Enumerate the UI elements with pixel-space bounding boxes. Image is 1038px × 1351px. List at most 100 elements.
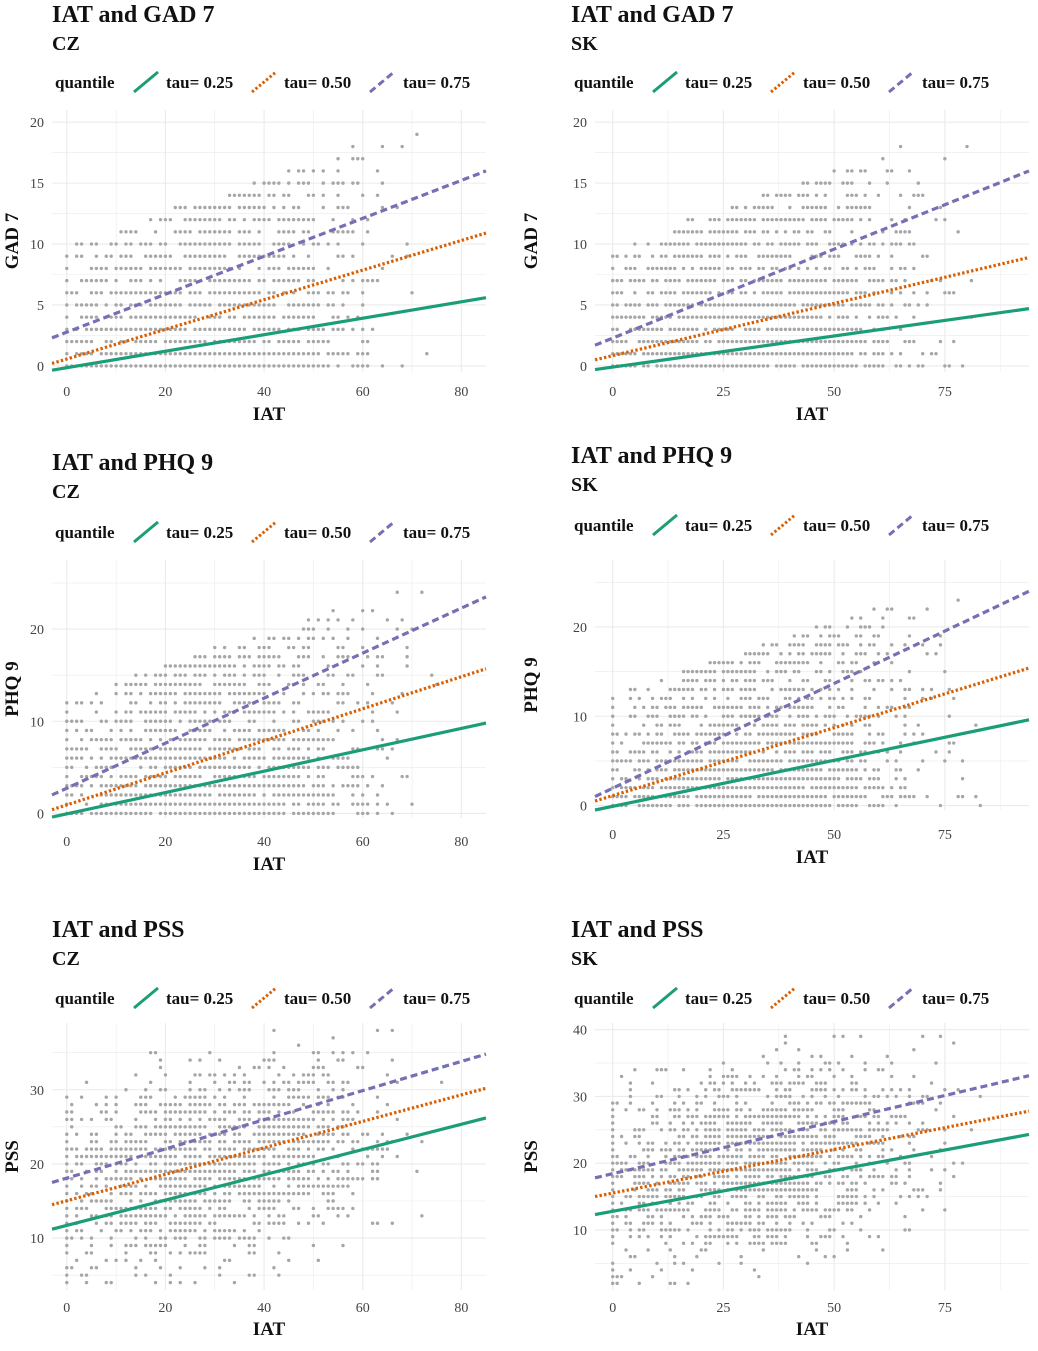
- scatter-point: [712, 1088, 717, 1092]
- scatter-point: [726, 1121, 730, 1125]
- scatter-point: [854, 1101, 858, 1105]
- scatter-point: [79, 1273, 84, 1277]
- scatter-point: [810, 803, 814, 808]
- scatter-point: [836, 732, 841, 736]
- scatter-point: [810, 777, 814, 781]
- scatter-point: [311, 1206, 316, 1211]
- scatter-point: [823, 643, 827, 647]
- scatter-point: [814, 794, 819, 799]
- scatter-point: [361, 1162, 365, 1166]
- scatter-point: [119, 1177, 123, 1181]
- scatter-point: [134, 278, 138, 283]
- scatter-point: [726, 785, 730, 790]
- scatter-point: [153, 1050, 158, 1055]
- scatter-point: [735, 678, 739, 683]
- scatter-point: [646, 1168, 650, 1172]
- scatter-point: [766, 696, 770, 701]
- scatter-point: [144, 291, 148, 295]
- scatter-point: [89, 303, 94, 307]
- scatter-point: [139, 1258, 143, 1263]
- scatter-point: [664, 768, 668, 772]
- scatter-point: [222, 205, 227, 210]
- scatter-point: [198, 1058, 202, 1062]
- scatter-point: [770, 217, 774, 222]
- scatter-point: [850, 278, 854, 283]
- scatter-point: [262, 664, 266, 668]
- panel-6: IAT and PSS SK quantile tau= 0.25 tau= 0.50 t…: [519, 905, 1038, 1351]
- scatter-point: [757, 1221, 761, 1225]
- scatter-point: [792, 741, 796, 745]
- scatter-point: [730, 660, 734, 665]
- scatter-point: [717, 266, 721, 271]
- scatter-point: [252, 242, 256, 246]
- scatter-point: [153, 756, 158, 760]
- scatter-point: [752, 1228, 757, 1232]
- scatter-point: [104, 793, 108, 797]
- scatter-point: [163, 811, 168, 816]
- scatter-point: [173, 710, 177, 714]
- scatter-point: [792, 327, 796, 332]
- legend-label: tau= 0.25: [685, 73, 752, 92]
- scatter-point: [850, 169, 854, 173]
- scatter-point: [203, 1177, 207, 1181]
- scatter-point: [232, 756, 237, 760]
- scatter-point: [907, 230, 912, 234]
- scatter-point: [801, 1181, 805, 1185]
- scatter-point: [876, 364, 881, 368]
- scatter-point: [257, 765, 261, 770]
- scatter-point: [797, 687, 801, 692]
- scatter-point: [163, 710, 168, 714]
- scatter-point: [943, 1088, 947, 1092]
- scatter-point: [247, 1139, 251, 1144]
- scatter-point: [173, 793, 177, 797]
- scatter-point: [690, 777, 695, 781]
- scatter-point: [801, 732, 805, 736]
- scatter-point: [183, 1243, 187, 1248]
- scatter-point: [726, 1174, 730, 1179]
- scatter-point: [158, 364, 163, 368]
- legend-label: tau= 0.75: [922, 516, 989, 535]
- scatter-point: [730, 750, 734, 754]
- scatter-point: [306, 1073, 311, 1077]
- scatter-point: [863, 1134, 867, 1139]
- scatter-point: [208, 352, 212, 356]
- scatter-point: [673, 687, 677, 692]
- scatter-point: [232, 1177, 237, 1181]
- scatter-point: [907, 303, 912, 307]
- scatter-point: [859, 169, 863, 173]
- scatter-point: [222, 1125, 227, 1129]
- scatter-point: [735, 1221, 739, 1225]
- scatter-point: [168, 756, 173, 760]
- scatter-point: [346, 673, 350, 677]
- scatter-point: [163, 254, 168, 258]
- scatter-point: [193, 1221, 197, 1225]
- scatter-point: [712, 1134, 717, 1139]
- scatter-point: [361, 303, 365, 307]
- scatter-point: [881, 1141, 885, 1145]
- scatter-point: [375, 802, 380, 806]
- scatter-point: [217, 1147, 222, 1151]
- scatter-point: [898, 794, 903, 799]
- scatter-point: [819, 803, 823, 808]
- scatter-point: [898, 242, 903, 246]
- scatter-point: [163, 1088, 168, 1092]
- scatter-point: [642, 278, 646, 283]
- scatter-point: [257, 352, 261, 356]
- x-tick-label: 60: [356, 385, 370, 400]
- scatter-point: [743, 696, 748, 701]
- scatter-point: [690, 278, 695, 283]
- scatter-point: [761, 1188, 765, 1192]
- scatter-point: [845, 1128, 850, 1132]
- scatter-point: [642, 315, 646, 319]
- scatter-point: [699, 278, 703, 283]
- scatter-point: [766, 794, 770, 799]
- scatter-point: [79, 278, 84, 283]
- scatter-point: [287, 1191, 291, 1196]
- scatter-point: [173, 1214, 177, 1218]
- scatter-point: [867, 254, 872, 258]
- scatter-point: [163, 1169, 168, 1174]
- scatter-point: [814, 741, 819, 745]
- scatter-point: [801, 1194, 805, 1199]
- scatter-point: [748, 303, 752, 307]
- scatter-point: [395, 710, 399, 714]
